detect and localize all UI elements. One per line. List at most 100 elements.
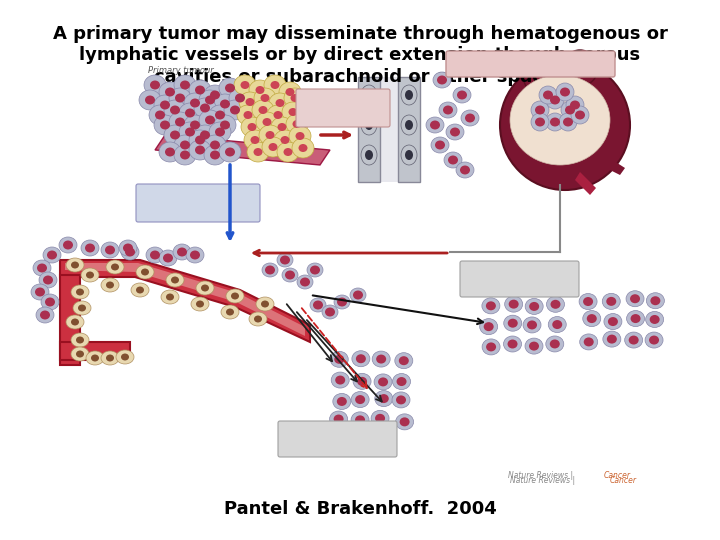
Ellipse shape [224,100,246,120]
Ellipse shape [219,142,241,162]
Ellipse shape [505,296,523,312]
Ellipse shape [375,390,393,407]
Ellipse shape [333,394,351,409]
Ellipse shape [322,305,338,319]
Ellipse shape [101,242,119,258]
Ellipse shape [229,88,251,108]
Ellipse shape [263,118,271,126]
Ellipse shape [165,147,175,157]
Ellipse shape [253,148,263,156]
Ellipse shape [276,99,284,107]
Ellipse shape [35,287,45,296]
Ellipse shape [351,392,369,408]
FancyBboxPatch shape [296,89,390,127]
Ellipse shape [190,98,200,107]
Ellipse shape [184,93,206,113]
Ellipse shape [300,278,310,287]
Ellipse shape [331,372,349,388]
Circle shape [500,60,630,190]
Ellipse shape [539,86,557,104]
Polygon shape [590,152,625,175]
Ellipse shape [550,96,560,105]
Ellipse shape [160,120,170,130]
Ellipse shape [630,294,640,303]
Text: Lymphatic
dissemination: Lymphatic dissemination [316,98,370,118]
Ellipse shape [480,319,498,335]
Ellipse shape [121,244,139,260]
Ellipse shape [282,102,304,122]
Ellipse shape [400,417,410,427]
Ellipse shape [395,414,413,430]
Ellipse shape [561,101,579,119]
Ellipse shape [570,100,580,110]
Ellipse shape [204,85,226,105]
Ellipse shape [264,75,286,95]
Ellipse shape [307,263,323,277]
Ellipse shape [297,275,313,289]
Ellipse shape [199,110,221,130]
Circle shape [562,50,598,86]
Ellipse shape [244,130,266,150]
Ellipse shape [194,98,216,118]
Ellipse shape [548,277,566,293]
Ellipse shape [486,342,496,352]
Text: Lymph-node metastasis: Lymph-node metastasis [480,59,580,69]
Ellipse shape [71,319,79,326]
Ellipse shape [164,100,186,120]
Polygon shape [60,260,310,342]
Ellipse shape [220,120,230,130]
Ellipse shape [190,120,200,130]
Text: Pantel & Brakenhoff.  2004: Pantel & Brakenhoff. 2004 [224,500,496,518]
Ellipse shape [40,310,50,320]
Ellipse shape [200,104,210,112]
Ellipse shape [165,87,175,97]
Ellipse shape [560,87,570,97]
Ellipse shape [256,86,264,94]
Ellipse shape [41,294,59,310]
Ellipse shape [401,115,417,135]
Ellipse shape [379,394,389,403]
Ellipse shape [111,264,119,271]
Ellipse shape [535,105,545,114]
Ellipse shape [431,137,449,153]
Ellipse shape [444,152,462,168]
Ellipse shape [161,290,179,304]
Ellipse shape [284,148,292,156]
FancyBboxPatch shape [460,261,579,297]
FancyBboxPatch shape [278,421,397,457]
Ellipse shape [240,81,250,89]
Ellipse shape [210,91,220,99]
Ellipse shape [214,94,236,114]
Polygon shape [60,342,130,360]
Ellipse shape [269,93,291,113]
Ellipse shape [334,355,344,364]
Ellipse shape [31,284,49,300]
Ellipse shape [170,131,180,139]
Ellipse shape [226,289,244,303]
Ellipse shape [45,298,55,307]
Ellipse shape [91,354,99,361]
Ellipse shape [433,72,451,88]
FancyBboxPatch shape [446,51,615,77]
Ellipse shape [166,273,184,287]
Ellipse shape [531,101,549,119]
Ellipse shape [401,145,417,165]
Ellipse shape [189,130,211,150]
Ellipse shape [189,140,211,160]
Ellipse shape [365,150,373,160]
Ellipse shape [215,111,225,119]
Ellipse shape [180,151,190,159]
Ellipse shape [292,120,302,128]
Ellipse shape [225,84,235,92]
Ellipse shape [73,301,91,315]
Ellipse shape [604,314,622,329]
Ellipse shape [194,125,216,145]
Ellipse shape [101,351,119,365]
Ellipse shape [355,415,365,424]
Ellipse shape [119,240,137,256]
Ellipse shape [259,125,281,145]
Text: Primary tumour: Primary tumour [148,66,214,75]
Ellipse shape [286,88,294,96]
Ellipse shape [205,116,215,125]
Ellipse shape [106,260,124,274]
